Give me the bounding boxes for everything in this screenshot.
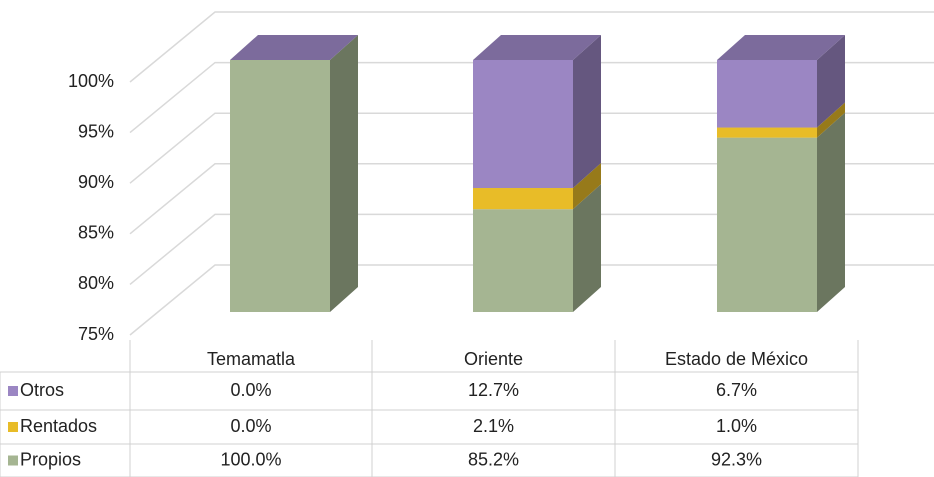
value-label: 0.0% xyxy=(230,416,271,436)
grid-line xyxy=(129,61,934,134)
legend-swatch xyxy=(8,455,18,466)
bar-segment xyxy=(473,60,573,189)
bar-segment xyxy=(230,60,330,312)
category-label: Temamatla xyxy=(207,349,296,369)
value-label: 85.2% xyxy=(468,449,519,469)
bar-side xyxy=(573,35,601,189)
value-label: 2.1% xyxy=(473,416,514,436)
bar-segment xyxy=(717,127,817,138)
bar-segment xyxy=(717,60,817,128)
grid-line xyxy=(129,264,934,336)
bar-side xyxy=(817,35,845,128)
legend-label: Propios xyxy=(20,449,81,469)
category-label: Oriente xyxy=(464,349,523,369)
y-tick-label: 100% xyxy=(68,71,114,91)
value-label: 1.0% xyxy=(716,416,757,436)
y-tick-label: 95% xyxy=(78,121,114,141)
grid-line xyxy=(129,112,934,184)
legend-swatch xyxy=(8,386,18,396)
bar-segment xyxy=(717,137,817,312)
value-label: 12.7% xyxy=(468,380,519,400)
legend-label: Otros xyxy=(20,380,64,400)
bar-top xyxy=(473,35,601,60)
grid-line xyxy=(129,213,934,285)
bar-segment xyxy=(473,209,573,312)
bar-top xyxy=(230,35,358,60)
bar-top xyxy=(717,35,845,60)
bar-side xyxy=(817,102,845,138)
bar-side xyxy=(330,35,358,312)
y-tick-label: 85% xyxy=(78,223,114,243)
bar-side xyxy=(817,112,845,312)
y-tick-label: 90% xyxy=(78,172,114,192)
bar-side xyxy=(573,163,601,210)
category-label: Estado de México xyxy=(665,349,808,369)
y-tick-label: 75% xyxy=(78,324,114,344)
value-label: 6.7% xyxy=(716,380,757,400)
y-tick-label: 80% xyxy=(78,273,114,293)
value-label: 92.3% xyxy=(711,449,762,469)
value-label: 0.0% xyxy=(230,380,271,400)
grid-line xyxy=(129,163,934,235)
bar-segment xyxy=(473,188,573,210)
grid-line xyxy=(129,11,934,83)
value-label: 100.0% xyxy=(220,449,281,469)
legend-label: Rentados xyxy=(20,416,97,436)
bar-side xyxy=(573,184,601,312)
legend-swatch xyxy=(8,422,18,432)
